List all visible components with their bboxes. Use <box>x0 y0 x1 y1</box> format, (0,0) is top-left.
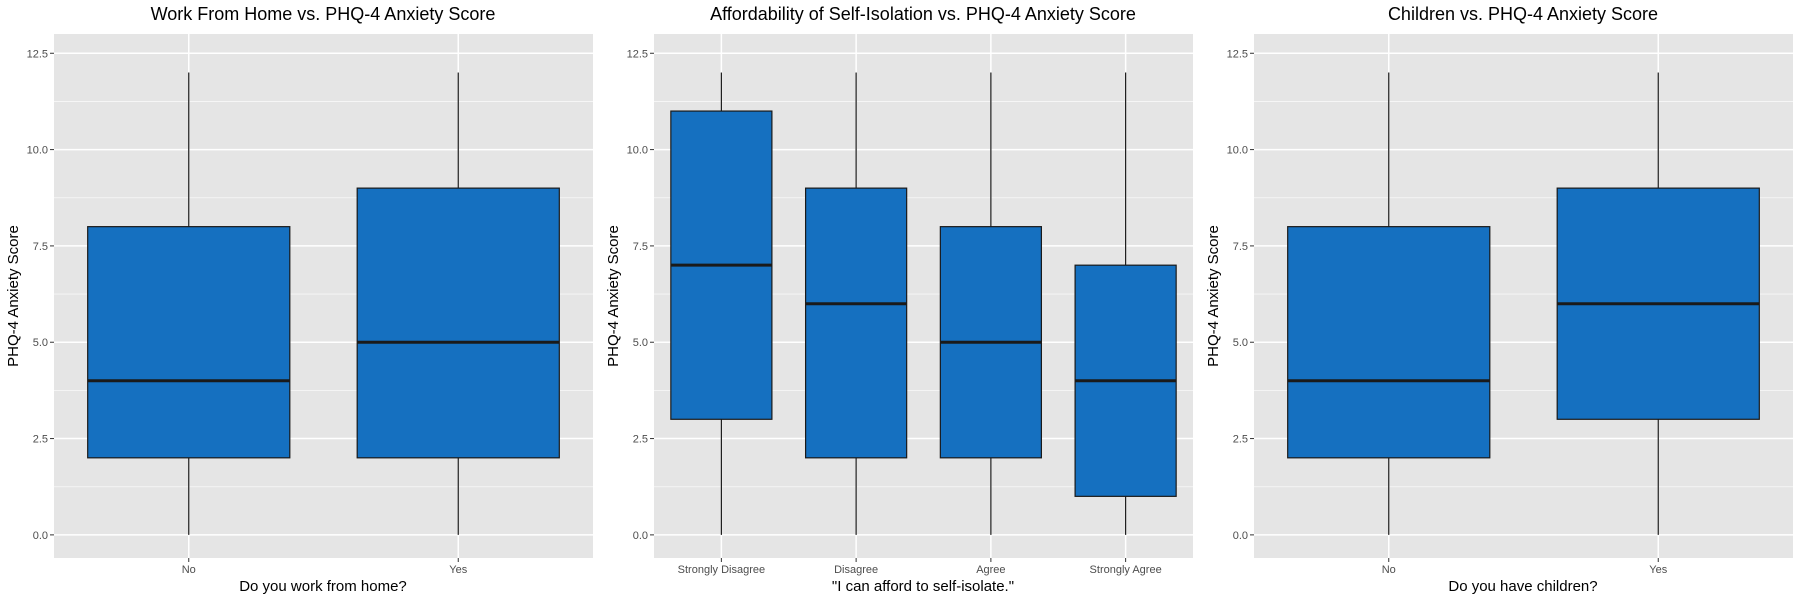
chart-panel-2: 0.0 2.5 5.0 7.5 10.0 12.5 Strongly Disagree Dis… <box>605 4 1193 595</box>
y-tick-label: 10.0 <box>627 145 648 157</box>
y-axis-title: PHQ-4 Anxiety Score <box>1205 225 1222 367</box>
x-tick-label: Agree <box>976 564 1005 576</box>
y-tick-label: 12.5 <box>627 48 648 60</box>
x-tick-label: Strongly Agree <box>1090 564 1162 576</box>
y-tick-label: 5.0 <box>633 337 648 349</box>
chart-panel-3: 0.0 2.5 5.0 7.5 10.0 12.5 No Yes Children vs. PH… <box>1205 4 1793 595</box>
chart-title: Affordability of Self-Isolation vs. PHQ-… <box>710 4 1136 24</box>
box-no <box>1287 226 1491 459</box>
y-tick-label: 2.5 <box>633 434 648 446</box>
chart-title: Children vs. PHQ-4 Anxiety Score <box>1388 4 1658 24</box>
box-yes <box>356 187 560 459</box>
x-tick-label: Strongly Disagree <box>678 564 765 576</box>
y-tick-label: 10.0 <box>1227 145 1248 157</box>
x-axis-title: Do you have children? <box>1448 578 1597 595</box>
y-tick-label: 0.0 <box>33 530 48 542</box>
x-axis-title: "I can afford to self-isolate." <box>832 578 1014 595</box>
y-tick-label: 0.0 <box>1233 530 1248 542</box>
x-tick-label: No <box>1382 564 1396 576</box>
x-tick-label: Yes <box>1649 564 1667 576</box>
y-tick-label: 10.0 <box>27 145 48 157</box>
x-tick-label: Disagree <box>834 564 878 576</box>
x-tick-label: Yes <box>449 564 467 576</box>
box-no <box>87 226 291 459</box>
y-tick-label: 2.5 <box>33 434 48 446</box>
x-axis-title: Do you work from home? <box>239 578 407 595</box>
y-tick-label: 5.0 <box>33 337 48 349</box>
y-tick-label: 0.0 <box>633 530 648 542</box>
box-disagree <box>804 187 908 459</box>
y-tick-label: 7.5 <box>633 241 648 253</box>
chart-panel-1: 0.0 2.5 5.0 7.5 10.0 12.5 No Yes Work From Home … <box>5 4 593 595</box>
y-tick-label: 7.5 <box>33 241 48 253</box>
y-tick-label: 7.5 <box>1233 241 1248 253</box>
y-tick-label: 5.0 <box>1233 337 1248 349</box>
y-tick-label: 2.5 <box>1233 434 1248 446</box>
chart-title: Work From Home vs. PHQ-4 Anxiety Score <box>151 4 496 24</box>
y-axis-title: PHQ-4 Anxiety Score <box>605 225 622 367</box>
y-axis-title: PHQ-4 Anxiety Score <box>5 225 22 367</box>
x-tick-label: No <box>182 564 196 576</box>
y-tick-label: 12.5 <box>27 48 48 60</box>
y-tick-label: 12.5 <box>1227 48 1248 60</box>
